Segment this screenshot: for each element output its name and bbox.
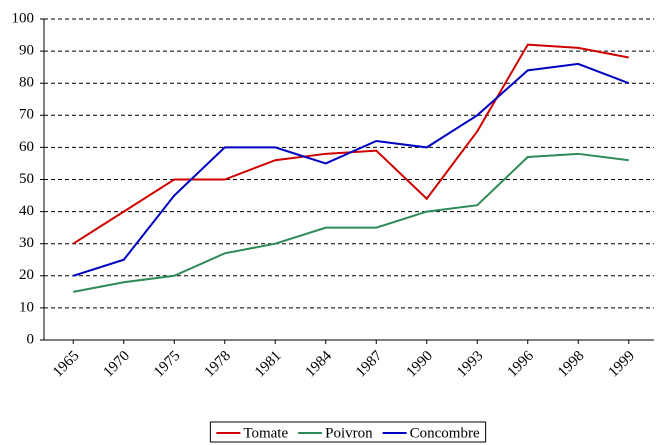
x-tick-label: 1965 xyxy=(50,348,83,381)
x-tick-label: 1981 xyxy=(252,348,285,381)
legend-item: Tomate xyxy=(216,425,288,441)
x-tick-label: 1998 xyxy=(555,348,588,381)
x-tick-label: 1984 xyxy=(302,348,335,381)
y-tick-label: 70 xyxy=(19,107,34,123)
legend-item: Poivron xyxy=(298,425,373,441)
x-tick-label: 1999 xyxy=(605,348,638,381)
y-tick-label: 0 xyxy=(27,331,35,347)
y-tick-label: 100 xyxy=(12,10,35,26)
y-tick-label: 50 xyxy=(19,171,34,187)
y-tick-label: 40 xyxy=(19,203,34,219)
y-tick-label: 60 xyxy=(19,139,34,155)
x-tick-label: 1987 xyxy=(353,348,386,381)
x-tick-label: 1993 xyxy=(454,348,487,381)
legend-box xyxy=(209,421,487,443)
series-line xyxy=(73,152,629,293)
x-tick-label: 1970 xyxy=(100,348,133,381)
series-line xyxy=(72,43,629,245)
x-tick-label: 1990 xyxy=(403,348,436,381)
y-tick-label: 30 xyxy=(19,235,34,251)
legend-item: Concombre xyxy=(382,425,480,441)
series-line xyxy=(72,62,630,277)
legend-label: Concombre xyxy=(410,425,480,441)
x-tick-label: 1975 xyxy=(151,348,184,381)
legend-label: Poivron xyxy=(325,425,373,441)
y-tick-label: 10 xyxy=(19,299,34,315)
legend: Tomate Poivron Concombre xyxy=(209,421,487,443)
legend-label: Tomate xyxy=(243,425,288,441)
y-tick-label: 90 xyxy=(19,43,34,59)
y-tick-label: 20 xyxy=(19,267,34,283)
x-tick-label: 1978 xyxy=(201,348,234,381)
x-tick-label: 1996 xyxy=(504,348,537,381)
y-tick-label: 80 xyxy=(19,75,34,91)
